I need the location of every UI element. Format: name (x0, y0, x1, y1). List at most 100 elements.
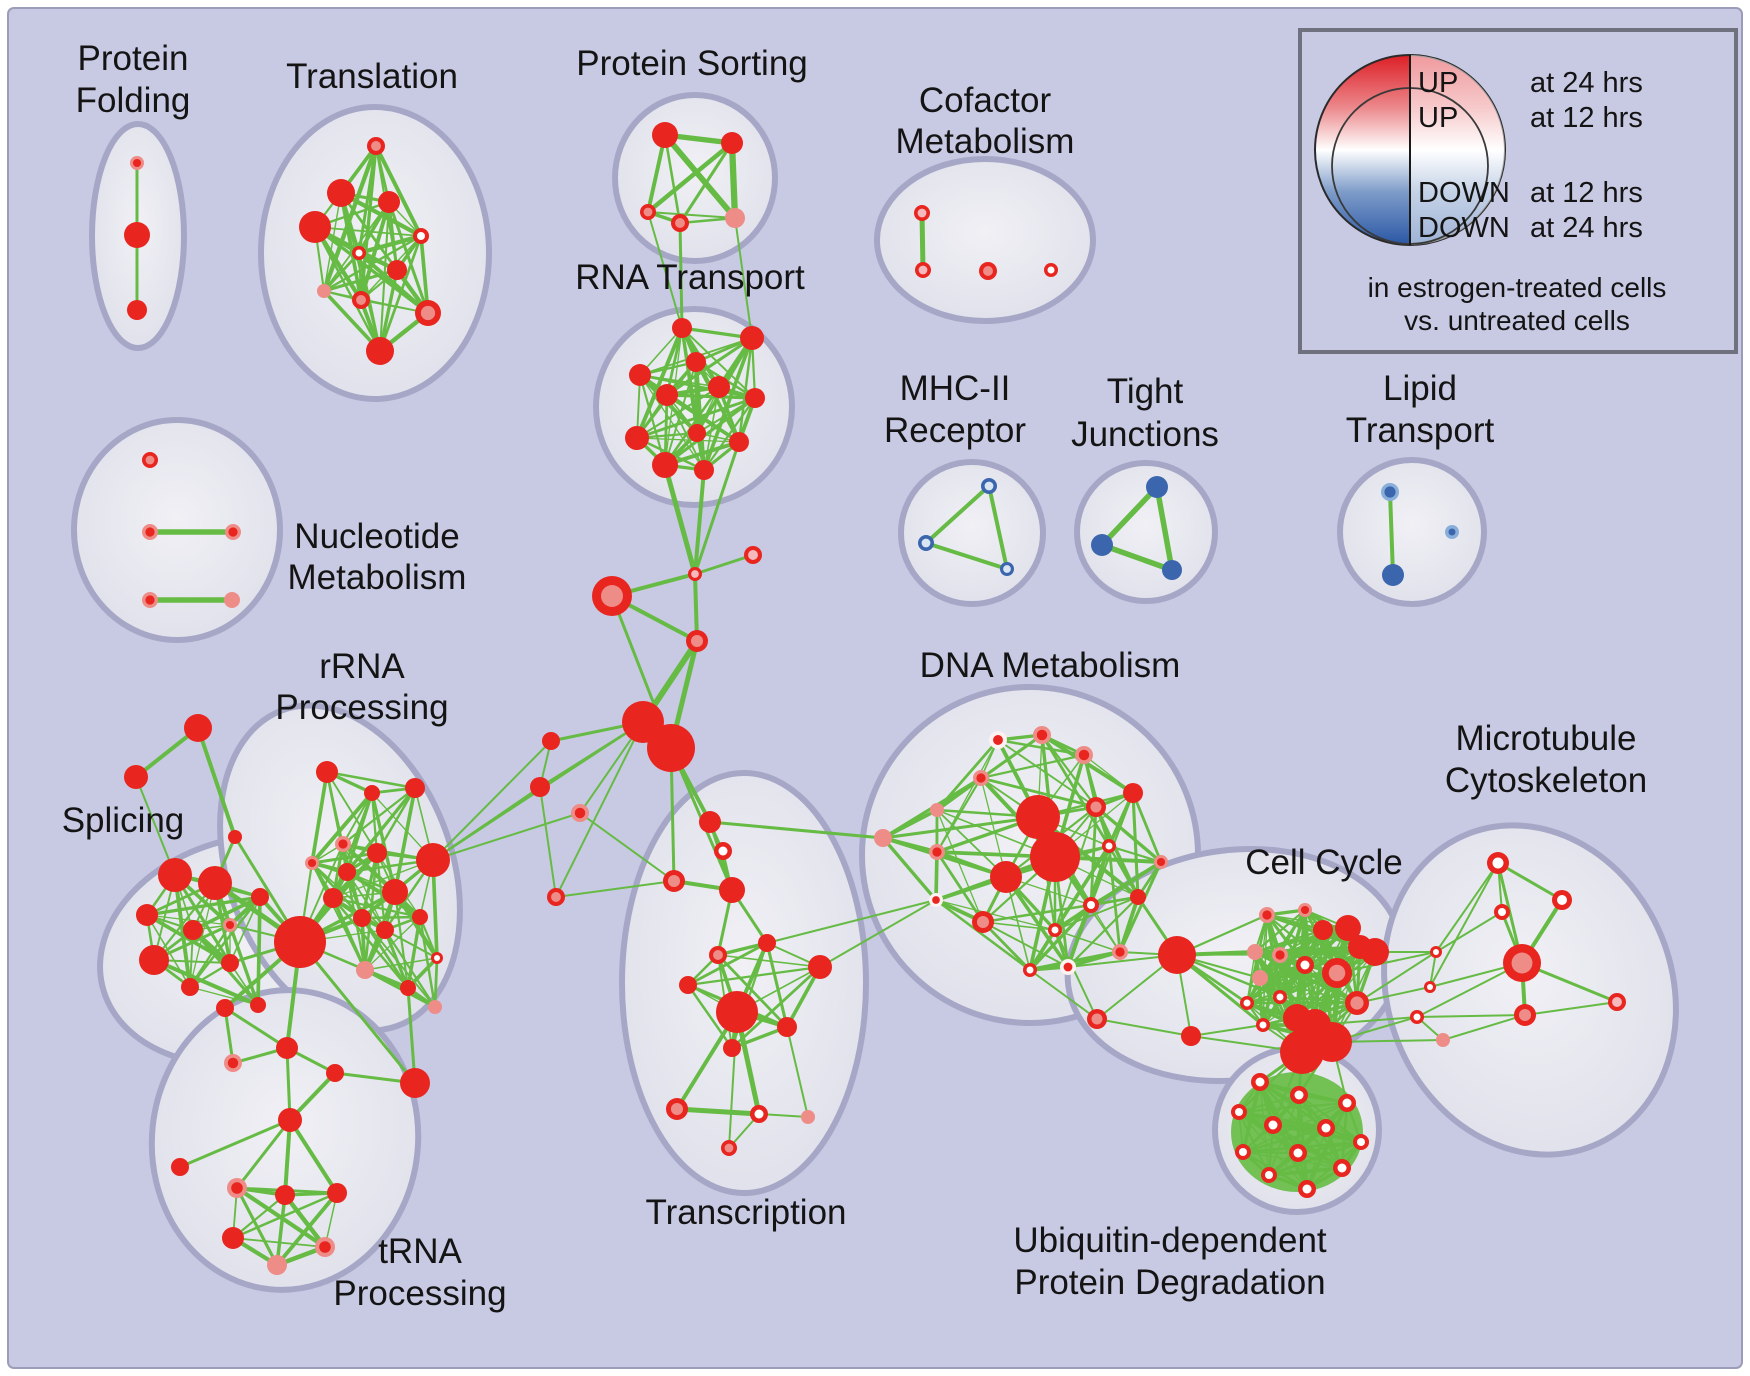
network-edge (332, 859, 434, 899)
network-node (305, 856, 319, 870)
network-node (139, 945, 169, 975)
network-node (274, 916, 326, 968)
network-node (1252, 970, 1268, 986)
network-node (326, 1064, 344, 1082)
cluster-label-nucleotide-metabolism: Nucleotide (294, 517, 459, 556)
network-edge (635, 326, 684, 440)
network-edge (665, 336, 754, 397)
network-node (416, 843, 450, 877)
network-node (1338, 1094, 1356, 1112)
network-edge (383, 928, 410, 990)
network-node (973, 770, 989, 786)
network-node (1298, 1180, 1316, 1198)
network-edge (666, 394, 705, 471)
network-edge (717, 954, 821, 968)
network-edge (152, 958, 260, 1007)
network-edge (645, 140, 735, 215)
cluster-label-lipid-transport: Transport (1346, 411, 1495, 450)
network-edge (189, 882, 216, 988)
network-node (1487, 852, 1509, 874)
network-edge (662, 462, 698, 577)
network-node (183, 920, 203, 940)
network-edge (1496, 861, 1564, 902)
network-edge (191, 895, 262, 932)
network-edge (135, 776, 176, 876)
network-node (990, 861, 1022, 893)
network-edge (1267, 1166, 1344, 1177)
network-node (1290, 1086, 1308, 1104)
network-edge (1131, 791, 1163, 864)
network-edge (393, 786, 417, 894)
network-node (221, 954, 239, 972)
network-edge (665, 393, 741, 444)
network-node (124, 222, 150, 248)
network-edge (1271, 1123, 1363, 1144)
network-node (1410, 1010, 1424, 1024)
network-edge (981, 903, 1093, 924)
network-node (666, 1098, 688, 1120)
network-node (323, 888, 343, 908)
network-edge (935, 899, 1056, 931)
network-node (808, 955, 832, 979)
network-edge (1356, 986, 1431, 1004)
network-edge (310, 770, 329, 865)
cluster-label-microtubule-cytoskeleton: Cytoskeleton (1445, 761, 1647, 800)
network-node (547, 888, 565, 906)
network-node (267, 1255, 287, 1275)
network-node (1048, 923, 1062, 937)
network-node (1075, 746, 1093, 764)
network-node (929, 844, 945, 860)
network-edge (1356, 951, 1437, 1004)
network-edge (146, 914, 191, 988)
network-node (740, 326, 764, 350)
network-node (671, 214, 689, 232)
cluster-label-tight-junctions: Tight (1107, 372, 1184, 411)
network-node (721, 132, 743, 154)
network-edge (374, 144, 423, 238)
network-node (184, 714, 212, 742)
network-edge (881, 836, 938, 902)
network-edge (579, 812, 675, 882)
cluster-bubble-tight-junctions (1074, 460, 1218, 604)
network-edge (1028, 928, 1057, 972)
network-edge (288, 1118, 339, 1195)
network-edge (693, 468, 706, 576)
network-node (699, 811, 721, 833)
network-node (1086, 797, 1106, 817)
network-node (930, 803, 944, 817)
network-edge (665, 393, 757, 400)
network-edge (678, 221, 684, 330)
network-edge (647, 211, 683, 329)
network-node (366, 337, 394, 365)
legend-time-label: at 24 hrs (1530, 212, 1643, 244)
cluster-label-protein-sorting: Protein Sorting (576, 44, 808, 83)
network-edge (1242, 1151, 1299, 1154)
network-node (874, 829, 892, 847)
network-edge (663, 396, 757, 467)
network-edge (646, 133, 667, 214)
network-edge (882, 809, 938, 839)
network-edge (708, 820, 885, 840)
network-node (127, 300, 147, 320)
network-node (1083, 897, 1099, 913)
network-edge (1054, 929, 1121, 953)
network-edge (934, 898, 1032, 972)
network-node (542, 732, 560, 750)
legend-direction-label: UP (1418, 102, 1458, 134)
network-edge (987, 484, 1009, 571)
network-node (652, 452, 678, 478)
network-node (625, 426, 649, 450)
network-edge (406, 915, 422, 990)
network-node (571, 804, 589, 822)
network-edge (728, 1011, 738, 1149)
network-node (251, 888, 269, 906)
network-node (1146, 476, 1168, 498)
network-edge (1096, 1018, 1192, 1037)
network-edge (1190, 1024, 1264, 1037)
network-edge (819, 899, 937, 968)
network-edge (433, 956, 439, 1009)
network-edge (223, 1006, 289, 1050)
network-edge (1241, 1126, 1328, 1154)
network-edge (1083, 754, 1134, 794)
network-node (400, 980, 416, 996)
